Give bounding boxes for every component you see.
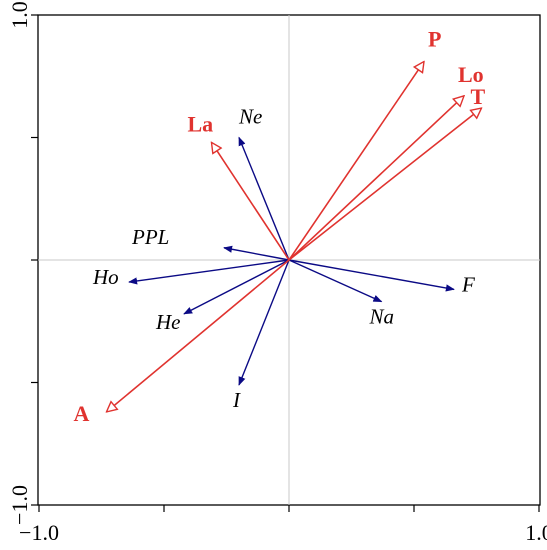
species-vector-na [288, 259, 383, 303]
env-label-lo: Lo [458, 62, 484, 87]
x-tick-label: 1.0 [525, 520, 547, 545]
env-label-a: A [74, 401, 90, 426]
env-vector-t [288, 108, 482, 261]
species-vector-he [183, 259, 290, 315]
env-vector-a [107, 259, 290, 412]
species-vector-ppl [223, 245, 290, 261]
env-vector-la [212, 142, 290, 261]
environmental-vectors [107, 62, 482, 412]
species-vector-f [288, 259, 455, 292]
species-vector-ne [238, 136, 290, 261]
env-label-la: La [188, 111, 214, 136]
axis-ticks [31, 14, 540, 512]
species-label-he: He [155, 310, 181, 334]
species-vector-ho [128, 259, 290, 285]
species-label-ppl: PPL [131, 225, 169, 249]
env-vector-p [288, 62, 424, 261]
species-vector-i [238, 259, 290, 386]
env-label-p: P [428, 27, 441, 52]
species-label-ne: Ne [238, 105, 262, 129]
x-tick-label: −1.0 [19, 520, 59, 545]
species-label-i: I [232, 388, 241, 412]
env-label-t: T [471, 84, 486, 109]
species-label-f: F [461, 272, 475, 296]
species-label-ho: Ho [92, 265, 119, 289]
y-tick-label: −1.0 [7, 485, 32, 525]
env-vector-lo [288, 96, 464, 261]
species-vectors [128, 136, 455, 386]
y-tick-label: 1.0 [7, 1, 32, 29]
vector-labels: Ne PPL Ho He I Na F P LoT La A [74, 27, 486, 426]
axis-tick-labels: −1.0 1.0 1.0 −1.0 [7, 1, 547, 545]
species-label-na: Na [369, 305, 395, 329]
